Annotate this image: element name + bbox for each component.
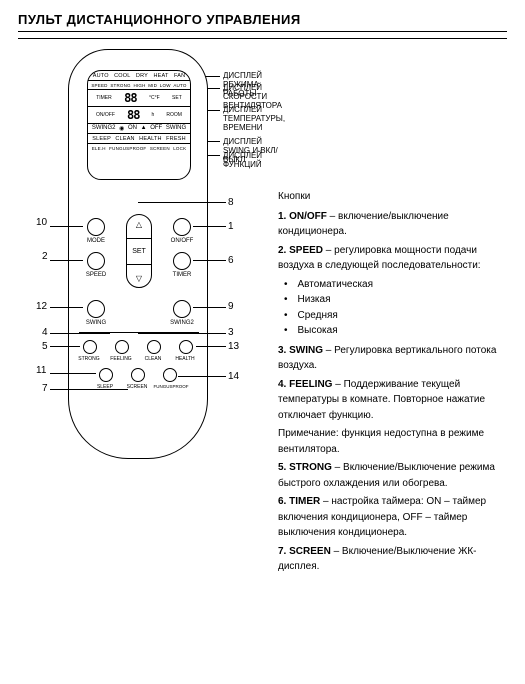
callout-4: 4 — [42, 327, 48, 338]
mode-label: MODE — [81, 238, 111, 244]
callout-11: 11 — [36, 365, 46, 376]
swing-button[interactable] — [87, 300, 105, 318]
speed-button[interactable] — [87, 252, 105, 270]
leader-line — [50, 333, 110, 334]
callout-6: 6 — [228, 255, 234, 266]
clean-label: CLEAN — [139, 356, 167, 362]
desc-feeling-note: Примечание: функция недоступна в режиме … — [278, 426, 507, 457]
list-item: Средняя — [282, 308, 507, 324]
label-temp-display: ДИСПЛЕЙ ТЕМПЕРАТУРЫ, ВРЕМЕНИ — [223, 105, 285, 132]
fungus-button[interactable] — [163, 368, 177, 382]
leader-line — [50, 307, 83, 308]
lcd-row-timer: TIMER 88 °C°F SET — [88, 90, 190, 107]
list-item: Низкая — [282, 292, 507, 308]
swing-label: SWING — [81, 320, 111, 326]
desc-strong: 5. STRONG – Включение/Выключение режима … — [278, 460, 507, 491]
onoff-button[interactable] — [173, 218, 191, 236]
health-button[interactable] — [179, 340, 193, 354]
callout-12: 12 — [36, 301, 47, 312]
leader-line — [196, 346, 226, 347]
divider — [18, 38, 507, 39]
speed-list: Автоматическая Низкая Средняя Высокая — [278, 277, 507, 339]
callout-2: 2 — [42, 251, 48, 262]
speed-label: SPEED — [81, 272, 111, 278]
diagram-column: ДИСПЛЕЙ РЕЖИМА РАБОТЫ ДИСПЛЕЙ СКОРОСТИ В… — [18, 49, 278, 578]
timer-button[interactable] — [173, 252, 191, 270]
leader-line — [50, 346, 80, 347]
lcd-row-func2: ELE.HFUNGUSPROOFSCREENLOCK — [88, 144, 190, 152]
desc-swing: 3. SWING – Регулировка вертикального пот… — [278, 343, 507, 374]
strong-button[interactable] — [83, 340, 97, 354]
leader-line — [50, 260, 83, 261]
health-label: HEALTH — [171, 356, 199, 362]
lcd-row-swing: SWING2◉ON▲OFFSWING — [88, 124, 190, 134]
lcd-row-mode: AUTOCOOLDRYHEATFAN — [88, 71, 190, 81]
callout-3: 3 — [228, 327, 234, 338]
timer-label: TIMER — [167, 272, 197, 278]
desc-onoff: 1. ON/OFF – включение/выключение кондици… — [278, 209, 507, 240]
strong-label: STRONG — [75, 356, 103, 362]
remote-body: AUTOCOOLDRYHEATFAN SPEEDSTRONGHIGHMIDLOW… — [68, 49, 208, 459]
leader-line — [138, 202, 226, 203]
set-button[interactable]: SET — [132, 248, 146, 255]
screen-button[interactable] — [131, 368, 145, 382]
callout-7: 7 — [42, 383, 48, 394]
lcd-row-onoff: ON/OFF 88 h ROOM — [88, 107, 190, 124]
nav-pad[interactable]: △ SET ▽ — [126, 214, 152, 288]
page-title: ПУЛЬТ ДИСТАНЦИОННОГО УПРАВЛЕНИЯ — [18, 12, 507, 32]
onoff-label: ON/OFF — [167, 238, 197, 244]
desc-screen: 7. SCREEN – Включение/Выключение ЖК-дисп… — [278, 544, 507, 575]
label-func-display: ДИСПЛЕЙ ФУНКЦИЙ — [223, 151, 278, 169]
up-arrow-icon[interactable]: △ — [136, 220, 142, 229]
desc-feeling: 4. FEELING – Поддерживание текущей темпе… — [278, 377, 507, 424]
callout-14: 14 — [228, 371, 239, 382]
feeling-button[interactable] — [115, 340, 129, 354]
clean-button[interactable] — [147, 340, 161, 354]
leader-line — [50, 226, 83, 227]
fungus-label: FUNGUSPROOF — [151, 384, 191, 389]
leader-line — [178, 376, 226, 377]
leader-line — [193, 226, 226, 227]
callout-10: 10 — [36, 217, 47, 228]
callout-5: 5 — [42, 341, 48, 352]
content: ДИСПЛЕЙ РЕЖИМА РАБОТЫ ДИСПЛЕЙ СКОРОСТИ В… — [18, 49, 507, 578]
callout-13: 13 — [228, 341, 239, 352]
down-arrow-icon[interactable]: ▽ — [136, 274, 142, 283]
sleep-button[interactable] — [99, 368, 113, 382]
callout-8: 8 — [228, 197, 234, 208]
buttons-heading: Кнопки — [278, 189, 507, 205]
swing2-label: SWING2 — [167, 320, 197, 326]
leader-line — [193, 260, 226, 261]
list-item: Высокая — [282, 323, 507, 339]
leader-line — [193, 307, 226, 308]
mode-button[interactable] — [87, 218, 105, 236]
desc-timer: 6. TIMER – настройка таймера: ON – тайме… — [278, 494, 507, 541]
swing2-button[interactable] — [173, 300, 191, 318]
callout-1: 1 — [228, 221, 234, 232]
text-column: Кнопки 1. ON/OFF – включение/выключение … — [278, 49, 507, 578]
lcd-row-func1: SLEEPCLEANHEALTHFRESH — [88, 134, 190, 144]
feeling-label: FEELING — [107, 356, 135, 362]
desc-speed: 2. SPEED – регулировка мощности подачи в… — [278, 243, 507, 274]
remote-diagram: ДИСПЛЕЙ РЕЖИМА РАБОТЫ ДИСПЛЕЙ СКОРОСТИ В… — [18, 49, 278, 469]
lcd-screen: AUTOCOOLDRYHEATFAN SPEEDSTRONGHIGHMIDLOW… — [87, 70, 191, 180]
lcd-row-speed: SPEEDSTRONGHIGHMIDLOWAUTO — [88, 81, 190, 90]
leader-line — [50, 373, 96, 374]
callout-9: 9 — [228, 301, 234, 312]
leader-line — [138, 333, 226, 334]
list-item: Автоматическая — [282, 277, 507, 293]
leader-line — [50, 389, 128, 390]
